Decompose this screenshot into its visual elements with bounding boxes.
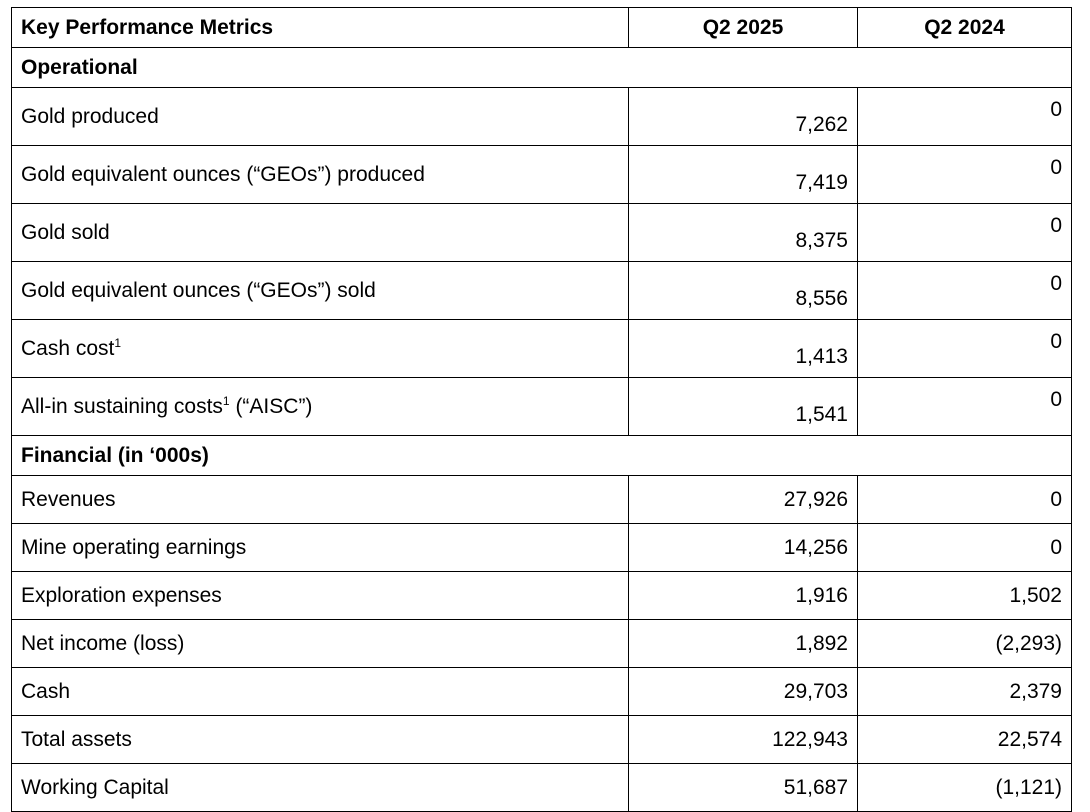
value-q2-2025: 8,556 xyxy=(628,261,858,320)
metric-label-cell: Gold equivalent ounces (“GEOs”) sold xyxy=(11,261,629,320)
table-row: Gold produced 7,262 0 xyxy=(11,87,1072,146)
metric-label: Cash xyxy=(21,679,71,703)
value-q2-2025: 51,687 xyxy=(628,763,858,812)
value-q2-2024: (1,121) xyxy=(857,763,1072,812)
metric-label-cell: Total assets xyxy=(11,715,629,764)
metric-label: Gold equivalent ounces (“GEOs”) sold xyxy=(21,278,376,302)
value-q2-2025: 1,916 xyxy=(628,571,858,620)
metric-label: Gold sold xyxy=(21,220,110,244)
value-q2-2024: 0 xyxy=(857,377,1072,436)
table-row: Total assets 122,943 22,574 xyxy=(11,715,1072,764)
table-row: All-in sustaining costs1 (“AISC”) 1,541 0 xyxy=(11,377,1072,436)
table-row: Gold equivalent ounces (“GEOs”) sold 8,55… xyxy=(11,261,1072,320)
table-row: Working Capital 51,687 (1,121) xyxy=(11,763,1072,812)
value-q2-2025: 7,262 xyxy=(628,87,858,146)
metric-label: Cash cost xyxy=(21,336,115,360)
table-row: Revenues 27,926 0 xyxy=(11,475,1072,524)
table-row: Cash 29,703 2,379 xyxy=(11,667,1072,716)
value-q2-2025: 29,703 xyxy=(628,667,858,716)
footnote-marker: 1 xyxy=(222,393,230,408)
value-q2-2024: 2,379 xyxy=(857,667,1072,716)
header-q2-2025: Q2 2025 xyxy=(628,7,858,48)
table-row: Gold sold 8,375 0 xyxy=(11,203,1072,262)
metric-label: Gold produced xyxy=(21,104,159,128)
metric-label-cell: Gold sold xyxy=(11,203,629,262)
section-title: Financial (in ‘000s) xyxy=(11,435,1072,476)
footnote-marker: 1 xyxy=(114,335,122,350)
metric-label-cell: All-in sustaining costs1 (“AISC”) xyxy=(11,377,629,436)
value-q2-2024: (2,293) xyxy=(857,619,1072,668)
section-row: Operational xyxy=(11,47,1072,88)
metric-label-cell: Gold produced xyxy=(11,87,629,146)
metric-label-cell: Cash xyxy=(11,667,629,716)
metric-label-cell: Cash cost1 xyxy=(11,319,629,378)
key-performance-metrics-table: Key Performance Metrics Q2 2025 Q2 2024 … xyxy=(11,7,1072,812)
metric-label-cell: Mine operating earnings xyxy=(11,523,629,572)
value-q2-2025: 27,926 xyxy=(628,475,858,524)
table-container: Key Performance Metrics Q2 2025 Q2 2024 … xyxy=(11,7,1072,812)
value-q2-2024: 1,502 xyxy=(857,571,1072,620)
metric-label-cell: Gold equivalent ounces (“GEOs”) produced xyxy=(11,145,629,204)
section-row: Financial (in ‘000s) xyxy=(11,435,1072,476)
metric-label: Total assets xyxy=(21,727,132,751)
value-q2-2024: 0 xyxy=(857,261,1072,320)
header-metric: Key Performance Metrics xyxy=(11,7,629,48)
metric-label: All-in sustaining costs xyxy=(21,394,223,418)
metric-label-cell: Working Capital xyxy=(11,763,629,812)
value-q2-2025: 1,413 xyxy=(628,319,858,378)
metric-label: Working Capital xyxy=(21,775,169,799)
value-q2-2025: 1,541 xyxy=(628,377,858,436)
value-q2-2024: 0 xyxy=(857,145,1072,204)
value-q2-2025: 14,256 xyxy=(628,523,858,572)
metric-label-suffix: (“AISC”) xyxy=(229,394,313,418)
section-title: Operational xyxy=(11,47,1072,88)
table-row: Net income (loss) 1,892 (2,293) xyxy=(11,619,1072,668)
table-row: Mine operating earnings 14,256 0 xyxy=(11,523,1072,572)
table-row: Cash cost1 1,413 0 xyxy=(11,319,1072,378)
value-q2-2024: 0 xyxy=(857,523,1072,572)
metric-label-cell: Revenues xyxy=(11,475,629,524)
value-q2-2024: 22,574 xyxy=(857,715,1072,764)
metric-label: Revenues xyxy=(21,487,116,511)
metric-label-cell: Net income (loss) xyxy=(11,619,629,668)
header-row: Key Performance Metrics Q2 2025 Q2 2024 xyxy=(11,7,1072,48)
value-q2-2025: 1,892 xyxy=(628,619,858,668)
value-q2-2025: 7,419 xyxy=(628,145,858,204)
value-q2-2024: 0 xyxy=(857,319,1072,378)
metric-label-cell: Exploration expenses xyxy=(11,571,629,620)
value-q2-2025: 122,943 xyxy=(628,715,858,764)
value-q2-2024: 0 xyxy=(857,87,1072,146)
table-row: Exploration expenses 1,916 1,502 xyxy=(11,571,1072,620)
metric-label: Exploration expenses xyxy=(21,583,222,607)
table-row: Gold equivalent ounces (“GEOs”) produced… xyxy=(11,145,1072,204)
metric-label: Gold equivalent ounces (“GEOs”) produced xyxy=(21,162,425,186)
value-q2-2024: 0 xyxy=(857,203,1072,262)
header-q2-2024: Q2 2024 xyxy=(857,7,1072,48)
metric-label: Net income (loss) xyxy=(21,631,185,655)
metric-label: Mine operating earnings xyxy=(21,535,247,559)
value-q2-2024: 0 xyxy=(857,475,1072,524)
value-q2-2025: 8,375 xyxy=(628,203,858,262)
